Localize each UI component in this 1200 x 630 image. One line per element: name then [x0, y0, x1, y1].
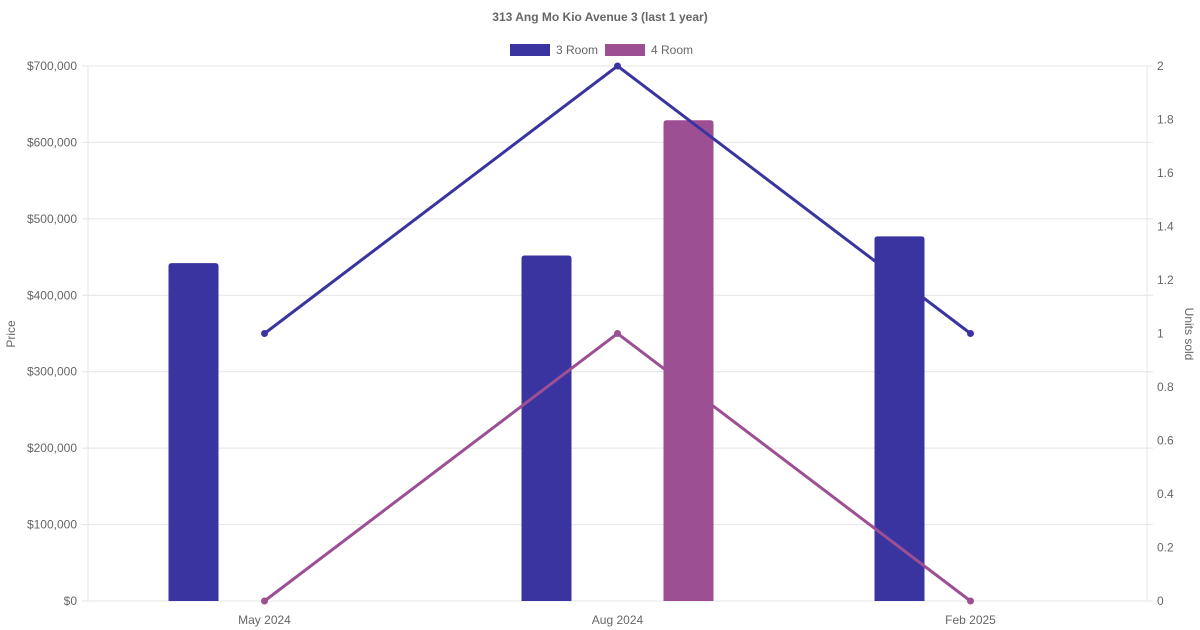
line-4-room [263, 331, 972, 603]
y-right-tick-label: 1.8 [1157, 113, 1174, 127]
bar-3-room [521, 255, 572, 602]
bar-3-room [168, 263, 219, 601]
y-left-tick-label: $500,000 [27, 212, 77, 226]
y-left-tick-label: $100,000 [27, 518, 77, 532]
legend-swatch-4-room [605, 44, 645, 56]
lines-layer [261, 62, 974, 605]
y-left-tick-label: $400,000 [27, 288, 77, 302]
y-left-tick-label: $0 [64, 594, 78, 608]
y-right-tick-label: 1.6 [1157, 166, 1174, 180]
y-right-tick-label: 0.8 [1157, 380, 1174, 394]
y-right-tick-label: 0.2 [1157, 541, 1174, 555]
bar-3-room [874, 236, 925, 601]
legend-label-3-room: 3 Room [556, 43, 598, 57]
y-right-tick-label: 1.2 [1157, 273, 1174, 287]
axes-layer: $0 $100,000 $200,000 $300,000 $400,000 $500,0… [27, 59, 1174, 627]
y-right-tick-label: 0.6 [1157, 434, 1174, 448]
point-3-room [967, 330, 974, 337]
legend: 3 Room 4 Room [510, 43, 693, 57]
y-left-tick-label: $700,000 [27, 59, 77, 73]
grid-lines [82, 65, 1153, 602]
legend-swatch-3-room [510, 44, 550, 56]
y-right-tick-label: 0 [1157, 594, 1164, 608]
y-right-tick-label: 1 [1157, 327, 1164, 341]
point-3-room [261, 330, 268, 337]
bar-4-room [663, 120, 714, 601]
point-4-room [967, 597, 974, 605]
line-3-room [263, 64, 972, 335]
legend-label-4-room: 4 Room [651, 43, 693, 57]
point-4-room [614, 330, 621, 337]
y-left-tick-label: $300,000 [27, 365, 77, 379]
y-right-axis-title: Units sold [1182, 308, 1196, 361]
point-3-room [614, 62, 621, 70]
y-left-axis-title: Price [4, 320, 18, 348]
point-4-room [261, 597, 268, 605]
y-right-tick-label: 1.4 [1157, 220, 1174, 234]
chart-title: 313 Ang Mo Kio Avenue 3 (last 1 year) [492, 10, 707, 24]
x-tick-label: Aug 2024 [592, 613, 644, 627]
y-left-tick-label: $200,000 [27, 441, 77, 455]
x-tick-label: Feb 2025 [945, 613, 996, 627]
y-right-tick-label: 2 [1157, 59, 1164, 73]
bars-layer [168, 120, 925, 602]
x-tick-label: May 2024 [238, 613, 291, 627]
y-left-tick-label: $600,000 [27, 135, 77, 149]
y-right-tick-label: 0.4 [1157, 487, 1174, 501]
